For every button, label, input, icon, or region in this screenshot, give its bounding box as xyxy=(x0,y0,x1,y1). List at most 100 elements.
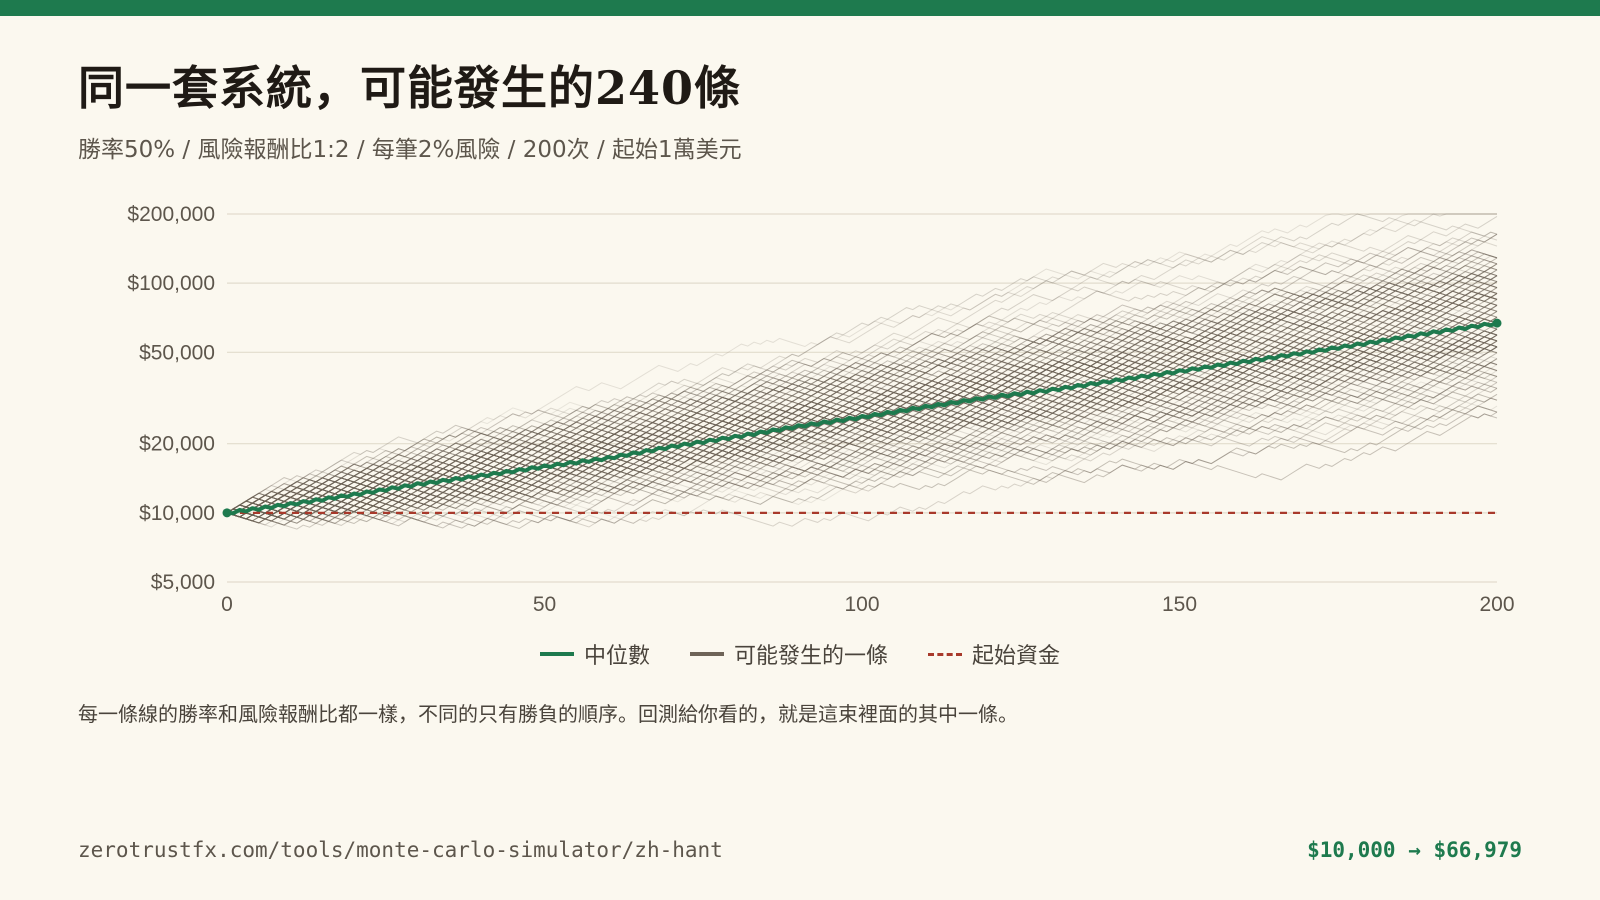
simulated-path xyxy=(226,302,1498,518)
simulated-path xyxy=(226,246,1498,516)
simulated-path xyxy=(226,346,1498,514)
simulated-path xyxy=(226,361,1498,520)
simulated-path xyxy=(226,304,1498,518)
simulated-path xyxy=(226,312,1498,522)
simulated-path xyxy=(226,322,1498,522)
x-tick-label: 50 xyxy=(533,593,556,616)
simulated-path xyxy=(226,334,1498,516)
simulated-path xyxy=(226,300,1498,516)
simulated-path xyxy=(226,344,1498,522)
simulated-path xyxy=(226,322,1498,520)
simulated-path xyxy=(226,363,1498,517)
simulated-path xyxy=(226,334,1498,514)
simulated-path xyxy=(226,344,1498,514)
simulated-path xyxy=(226,281,1498,514)
simulated-path xyxy=(226,294,1498,518)
simulated-path xyxy=(226,300,1498,516)
simulated-path xyxy=(226,342,1498,514)
simulated-path xyxy=(226,213,1497,516)
simulated-path xyxy=(226,255,1498,514)
simulated-path xyxy=(226,413,1498,529)
simulated-path xyxy=(226,330,1498,514)
simulated-path xyxy=(226,290,1498,514)
simulated-path xyxy=(226,263,1498,514)
simulated-path xyxy=(226,310,1498,518)
median-swatch-icon xyxy=(539,652,574,656)
simulated-path xyxy=(226,264,1498,516)
simulated-path xyxy=(226,259,1498,514)
simulated-path xyxy=(226,213,1497,514)
simulated-path xyxy=(226,274,1498,520)
grid-lines xyxy=(227,213,1497,583)
simulated-path xyxy=(226,340,1498,526)
simulated-path xyxy=(226,340,1498,516)
simulated-path xyxy=(226,255,1498,514)
simulated-path xyxy=(226,304,1498,514)
simulated-path xyxy=(226,316,1498,518)
simulated-path xyxy=(226,312,1498,523)
simulated-path xyxy=(226,337,1498,516)
simulated-path xyxy=(226,333,1498,516)
simulated-path xyxy=(226,284,1498,514)
simulated-path xyxy=(226,381,1498,526)
simulated-path xyxy=(226,298,1498,516)
simulated-path xyxy=(226,346,1498,514)
simulated-path xyxy=(226,322,1498,514)
legend-median: 中位數 xyxy=(539,638,650,670)
simulated-path xyxy=(226,290,1498,515)
simulated-path xyxy=(226,279,1498,516)
legend-path-label: 可能發生的一條 xyxy=(733,644,888,669)
simulated-path xyxy=(226,269,1498,524)
simulated-path xyxy=(226,298,1498,520)
simulated-path xyxy=(226,338,1498,520)
simulated-path xyxy=(226,314,1498,514)
simulated-path xyxy=(226,265,1498,514)
top-accent-bar xyxy=(0,0,1600,16)
simulated-path xyxy=(226,328,1498,514)
simulated-path xyxy=(226,332,1498,514)
simulated-path xyxy=(226,364,1498,514)
simulated-path xyxy=(226,322,1498,514)
simulated-path xyxy=(226,326,1498,514)
simulated-path xyxy=(226,356,1498,514)
legend-start-label: 起始資金 xyxy=(972,644,1061,669)
simulated-path xyxy=(226,367,1498,514)
y-tick-label: $10,000 xyxy=(139,502,215,525)
simulated-path xyxy=(226,396,1498,514)
simulated-path xyxy=(226,292,1498,524)
simulated-path xyxy=(226,328,1498,514)
simulated-path xyxy=(226,288,1498,514)
simulated-path xyxy=(226,332,1498,516)
simulated-path xyxy=(226,269,1498,518)
simulated-path xyxy=(226,231,1498,516)
simulated-path xyxy=(226,411,1498,516)
simulated-path xyxy=(226,336,1498,520)
y-tick-label: $5,000 xyxy=(151,571,215,594)
simulated-path xyxy=(226,341,1498,514)
simulated-path xyxy=(226,298,1498,518)
simulated-path xyxy=(226,349,1498,518)
simulated-path xyxy=(226,259,1498,514)
median-start-point xyxy=(222,508,232,518)
simulated-path xyxy=(226,385,1498,516)
simulated-path xyxy=(226,257,1498,514)
simulated-path xyxy=(226,290,1498,514)
simulated-path xyxy=(226,324,1498,514)
simulated-path xyxy=(226,334,1498,514)
simulated-path xyxy=(226,381,1498,523)
simulated-path xyxy=(226,273,1498,514)
page-title: 同一套系統，可能發生的240條 xyxy=(78,61,742,115)
simulated-path xyxy=(226,213,1497,514)
path-swatch-icon xyxy=(689,652,724,656)
simulated-path xyxy=(226,348,1498,514)
simulated-path xyxy=(226,266,1498,514)
simulated-path xyxy=(226,275,1498,518)
simulated-path xyxy=(226,308,1498,518)
simulated-paths xyxy=(226,213,1498,530)
simulated-path xyxy=(226,300,1498,514)
simulated-path xyxy=(226,334,1498,518)
simulated-path xyxy=(226,253,1498,516)
simulated-path xyxy=(226,395,1498,522)
simulated-path xyxy=(226,290,1498,522)
simulated-path xyxy=(226,338,1498,520)
